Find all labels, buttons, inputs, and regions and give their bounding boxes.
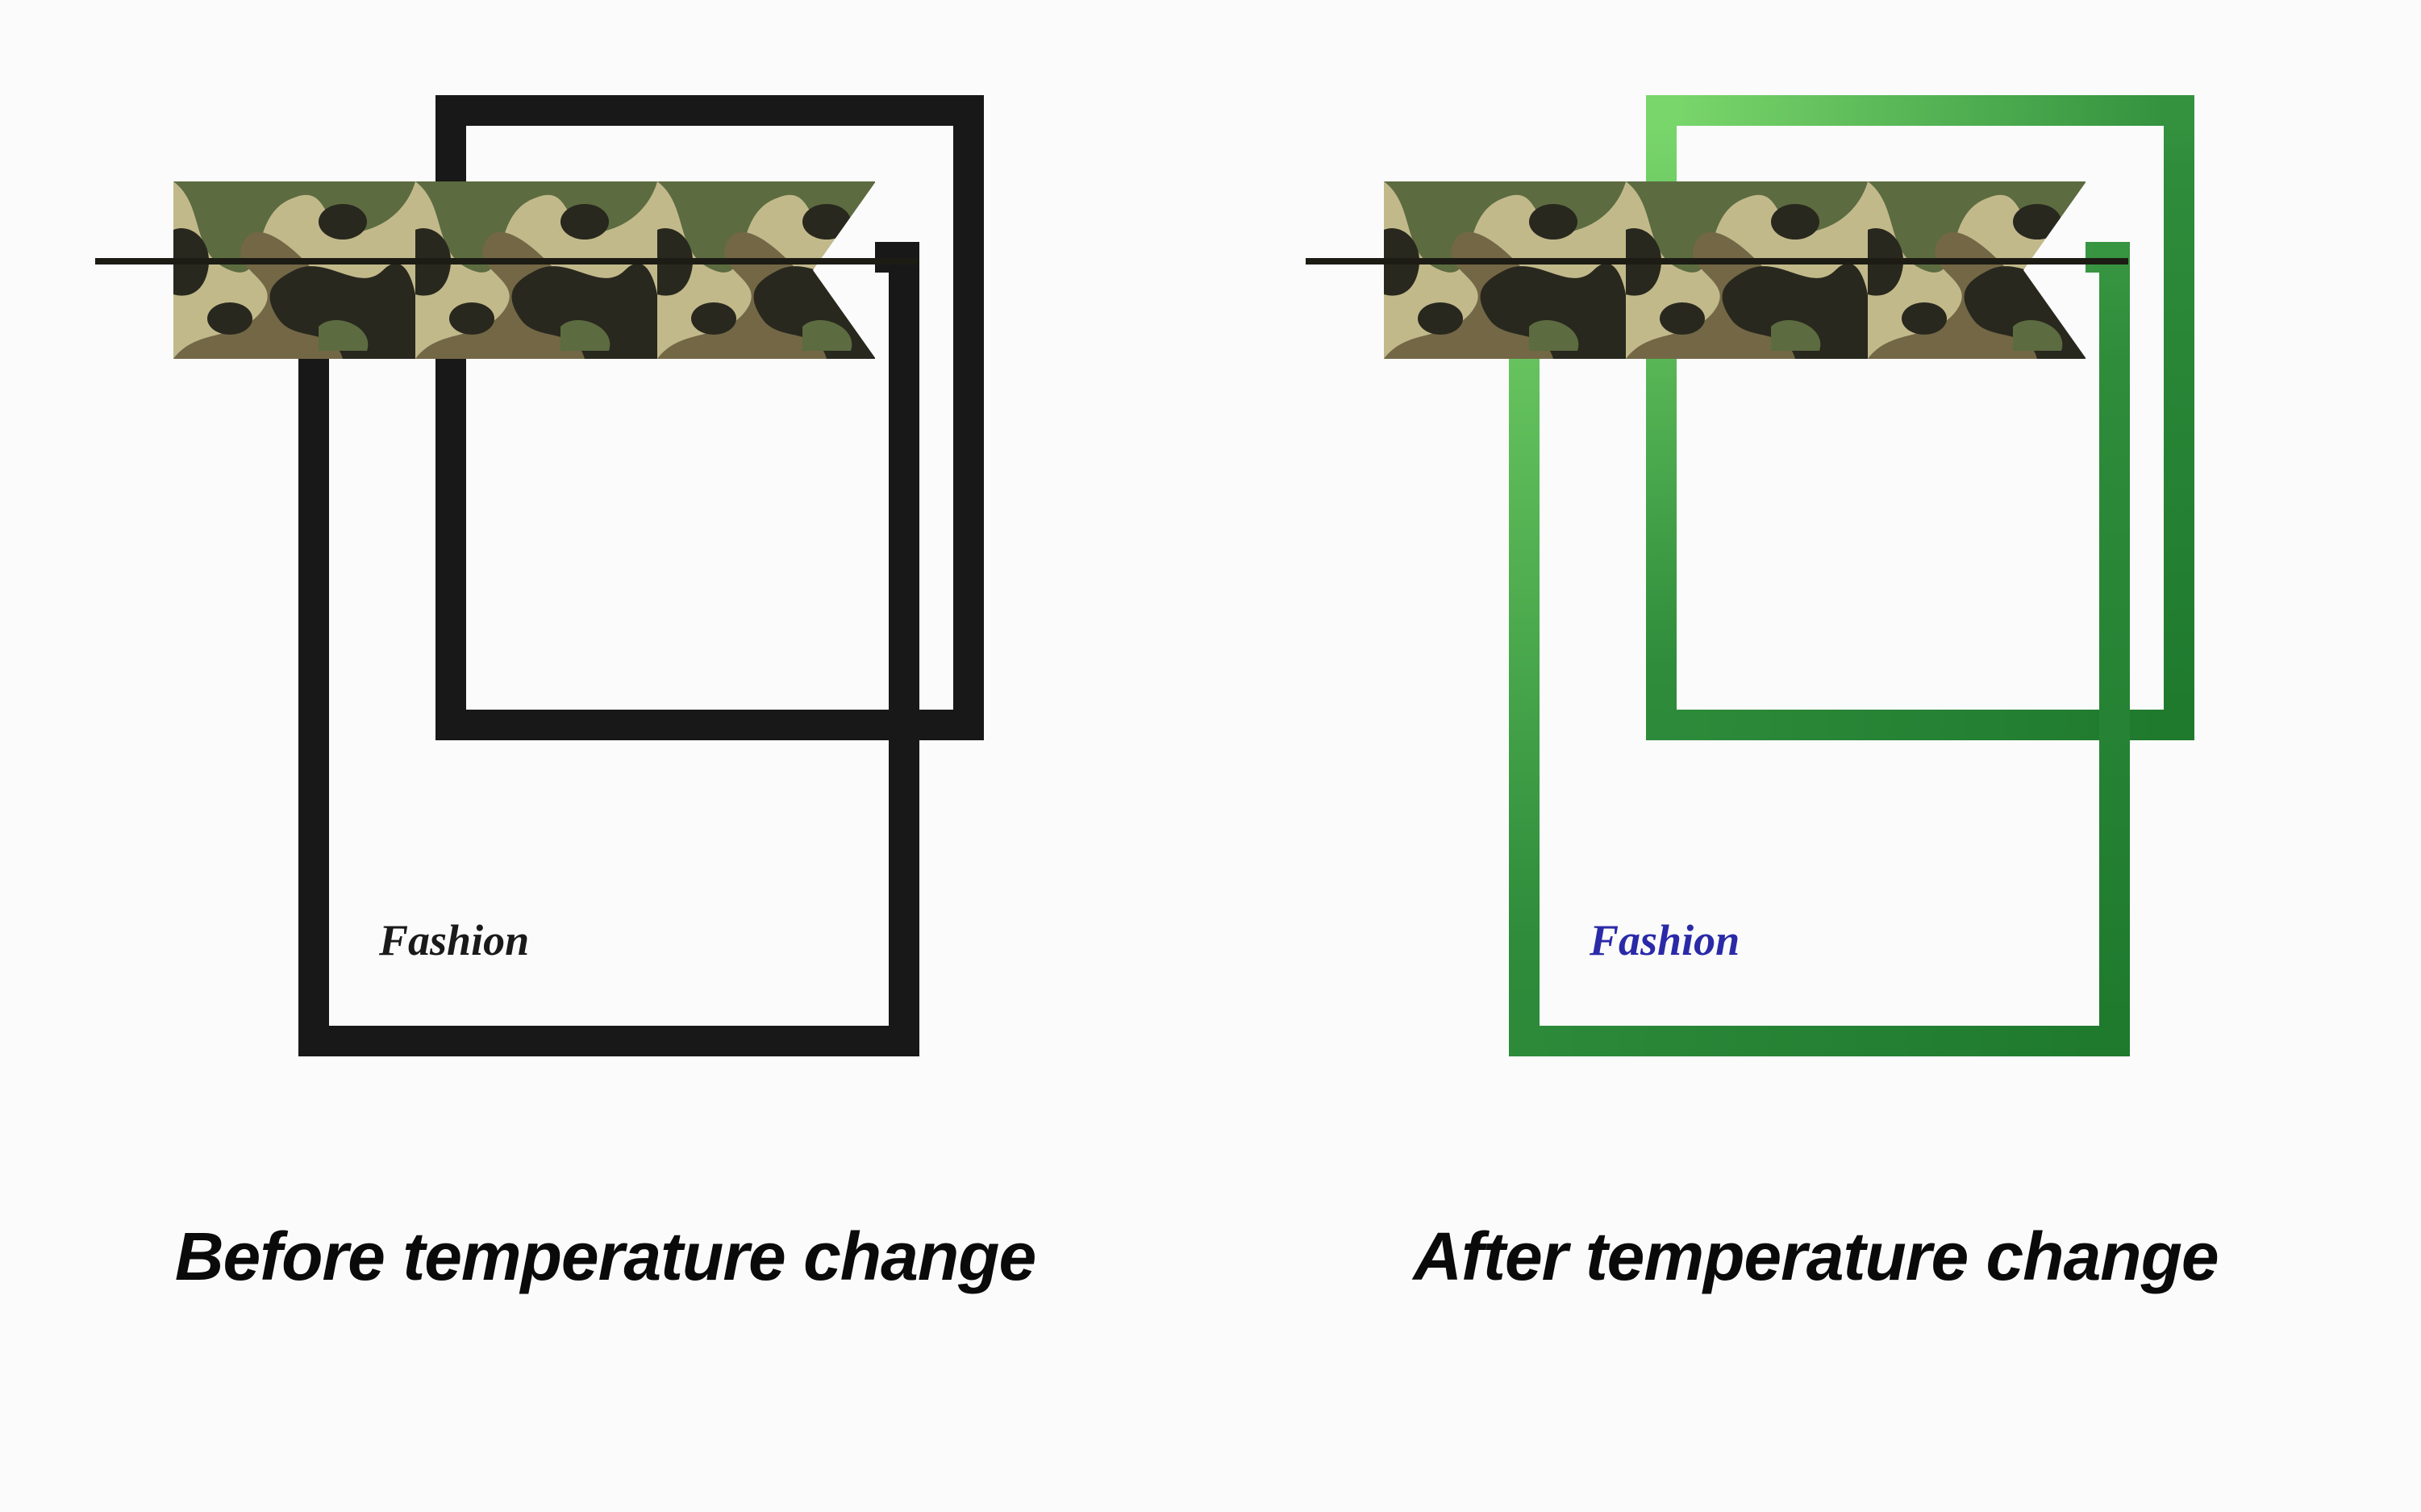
caption-before: Before temperature change	[0, 1218, 1210, 1296]
camo-line-after	[1306, 258, 2128, 264]
camo-notch-before	[813, 181, 875, 359]
camo-notch-after	[2023, 181, 2086, 359]
graphic-after: Fashion	[1210, 0, 2421, 1129]
fashion-label-before: Fashion	[379, 915, 529, 965]
graphic-before: Fashion	[0, 0, 1210, 1129]
caption-after: After temperature change	[1210, 1218, 2421, 1296]
panel-after: Fashion After temperature change	[1210, 0, 2421, 1512]
camo-strip-after	[1384, 181, 2086, 359]
camo-strip-before	[173, 181, 875, 359]
stage: Fashion Before temperature change	[0, 0, 2421, 1512]
fashion-label-after: Fashion	[1590, 915, 1740, 965]
panel-before: Fashion Before temperature change	[0, 0, 1210, 1512]
camo-line-before	[95, 258, 918, 264]
